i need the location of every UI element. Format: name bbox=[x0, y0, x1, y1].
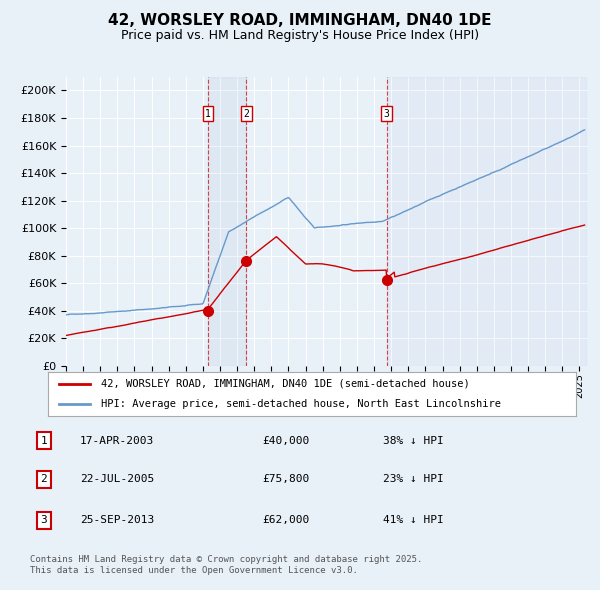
Text: 41% ↓ HPI: 41% ↓ HPI bbox=[383, 516, 444, 526]
Text: 2: 2 bbox=[244, 109, 250, 119]
Bar bbox=[386, 77, 586, 366]
Text: £62,000: £62,000 bbox=[262, 516, 309, 526]
Text: HPI: Average price, semi-detached house, North East Lincolnshire: HPI: Average price, semi-detached house,… bbox=[101, 399, 501, 409]
Text: 25-SEP-2013: 25-SEP-2013 bbox=[80, 516, 154, 526]
Text: 38% ↓ HPI: 38% ↓ HPI bbox=[383, 435, 444, 445]
Text: Contains HM Land Registry data © Crown copyright and database right 2025.
This d: Contains HM Land Registry data © Crown c… bbox=[30, 555, 422, 575]
Text: £75,800: £75,800 bbox=[262, 474, 309, 484]
Text: 42, WORSLEY ROAD, IMMINGHAM, DN40 1DE: 42, WORSLEY ROAD, IMMINGHAM, DN40 1DE bbox=[108, 13, 492, 28]
Text: Price paid vs. HM Land Registry's House Price Index (HPI): Price paid vs. HM Land Registry's House … bbox=[121, 29, 479, 42]
Text: 22-JUL-2005: 22-JUL-2005 bbox=[80, 474, 154, 484]
Text: £40,000: £40,000 bbox=[262, 435, 309, 445]
Text: 3: 3 bbox=[40, 516, 47, 526]
Text: 23% ↓ HPI: 23% ↓ HPI bbox=[383, 474, 444, 484]
Text: 17-APR-2003: 17-APR-2003 bbox=[80, 435, 154, 445]
Text: 3: 3 bbox=[383, 109, 389, 119]
Text: 1: 1 bbox=[40, 435, 47, 445]
Bar bbox=[208, 77, 247, 366]
Text: 1: 1 bbox=[205, 109, 211, 119]
Text: 2: 2 bbox=[40, 474, 47, 484]
Text: 42, WORSLEY ROAD, IMMINGHAM, DN40 1DE (semi-detached house): 42, WORSLEY ROAD, IMMINGHAM, DN40 1DE (s… bbox=[101, 379, 470, 389]
